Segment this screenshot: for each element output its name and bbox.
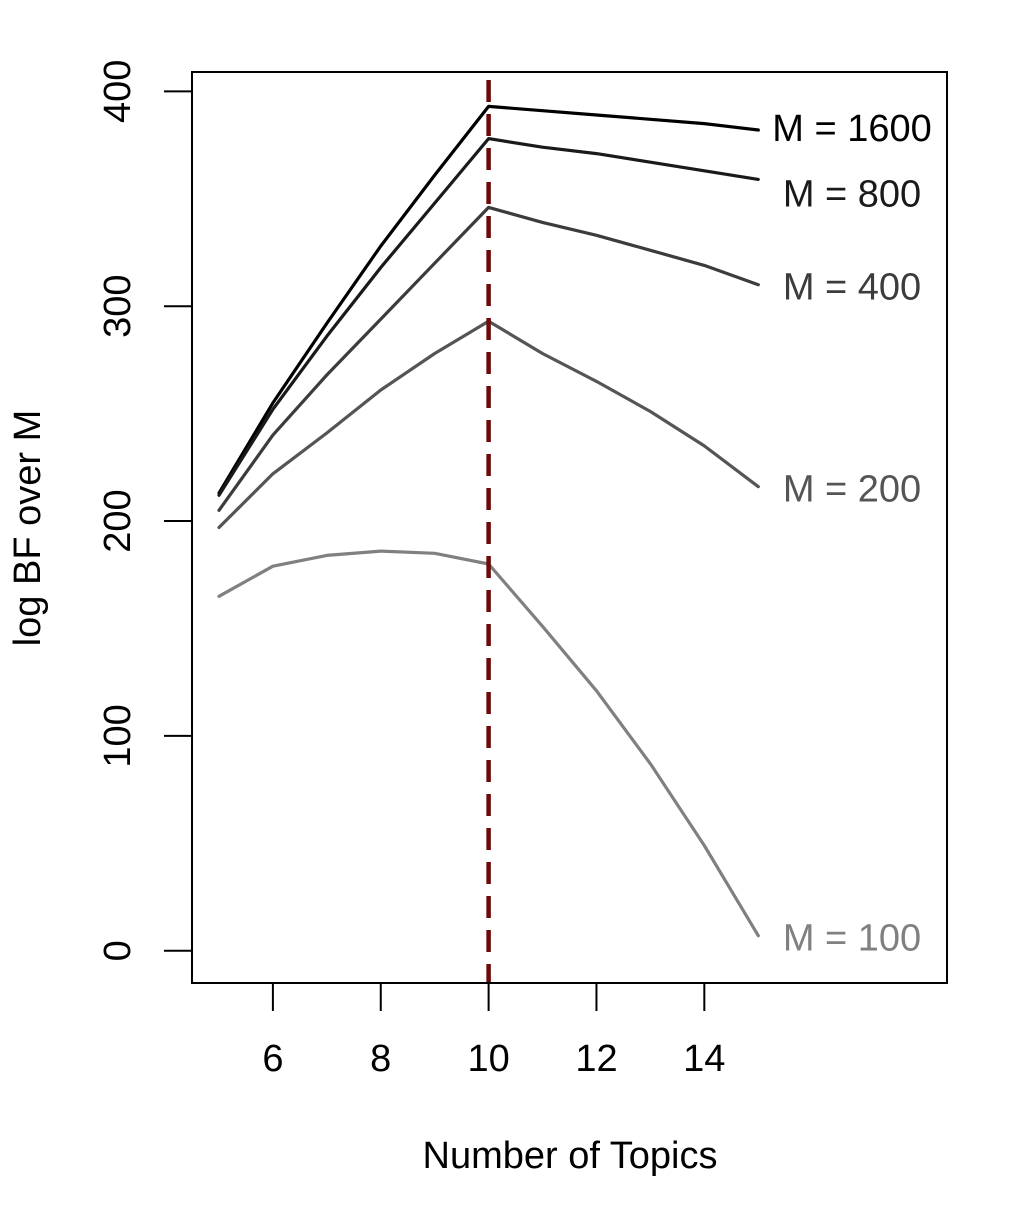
x-tick-label: 12 [575, 1038, 617, 1080]
y-tick-label: 400 [97, 60, 139, 123]
y-tick-label: 100 [97, 704, 139, 767]
x-tick-label: 8 [370, 1038, 391, 1080]
x-axis-label: Number of Topics [423, 1135, 718, 1177]
x-tick-label: 14 [683, 1038, 725, 1080]
y-tick-label: 300 [97, 274, 139, 337]
axes-layer: 6 8 10 12 14 0 100 200 300 400 [97, 60, 725, 1080]
y-tick-label: 0 [97, 940, 139, 961]
y-tick-label: 200 [97, 489, 139, 552]
series-line [217, 205, 760, 512]
y-axis-label: log BF over M [7, 410, 49, 647]
series-layer [217, 80, 760, 983]
series-label: M = 800 [783, 173, 921, 215]
series-line [217, 104, 760, 495]
x-tick-label: 6 [262, 1038, 283, 1080]
series-label: M = 100 [783, 918, 921, 960]
series-label: M = 400 [783, 267, 921, 309]
series-label: M = 1600 [772, 108, 932, 150]
x-tick-label: 10 [467, 1038, 509, 1080]
series-line [217, 137, 760, 497]
series-labels: M = 1600 M = 800 M = 400 M = 200 M = 100 [772, 108, 932, 960]
series-label: M = 200 [783, 469, 921, 511]
